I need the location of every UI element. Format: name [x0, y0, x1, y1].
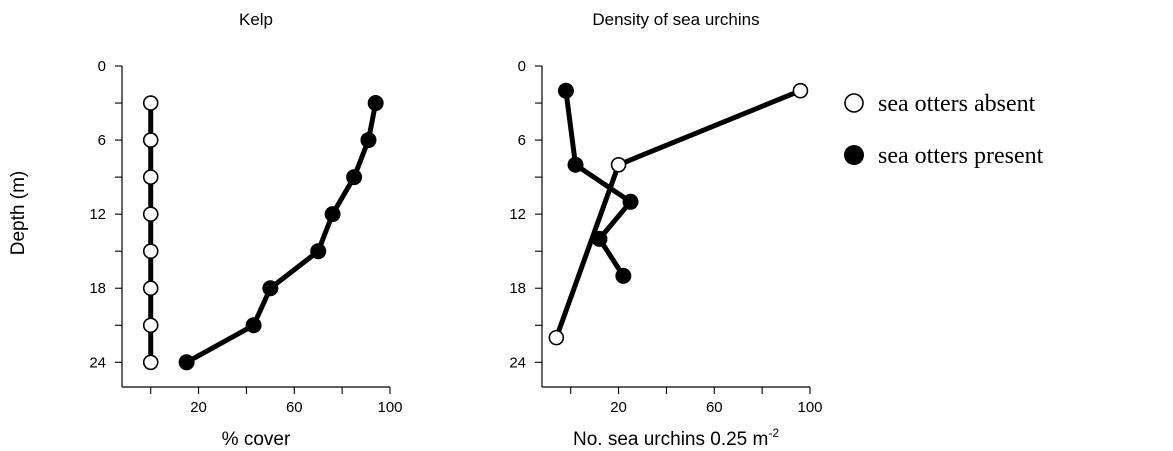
data-point-absent [142, 95, 159, 111]
kelp-panel: Kelp 0 6 12 18 24 20 60 100 % cover [89, 10, 402, 450]
y-tick-label: 6 [518, 132, 526, 149]
series-line-absent [553, 88, 803, 341]
y-tick-label: 18 [89, 280, 106, 297]
data-point-absent [792, 82, 809, 99]
sea-urchin-density-panel: Density of sea urchins 0 6 12 18 24 20 60 100 No.… [509, 10, 822, 450]
data-point-present [622, 193, 639, 210]
y-tick-label: 24 [89, 354, 106, 371]
legend-filled-circle-marker [844, 145, 864, 165]
y-tick-label: 12 [509, 206, 526, 223]
y-tick-label: 12 [89, 206, 106, 223]
data-point-absent [142, 169, 159, 185]
y-tick-label: 6 [98, 132, 106, 149]
panel-title: Kelp [239, 10, 273, 29]
data-point-present [367, 95, 384, 112]
series-line-present [563, 88, 634, 279]
y-tick-label: 0 [518, 58, 526, 75]
data-point-absent [142, 280, 159, 297]
x-tick-label: 60 [286, 399, 303, 416]
y-tick-label: 24 [509, 354, 526, 371]
x-axis-title-superscript: -2 [768, 426, 779, 440]
data-point-present [324, 206, 341, 223]
legend: sea otters absent sea otters present [844, 91, 1044, 169]
data-point-present [245, 317, 262, 334]
x-tick-label: 20 [190, 399, 207, 416]
panel-title: Density of sea urchins [592, 10, 759, 29]
series-line-present [184, 100, 379, 365]
x-tick-label: 100 [377, 399, 402, 416]
data-point-absent [610, 156, 627, 173]
x-tick-label: 20 [610, 399, 627, 416]
data-point-present [567, 156, 584, 173]
x-axis-title: % cover [222, 429, 291, 450]
data-point-absent [142, 243, 159, 259]
data-point-present [360, 132, 377, 149]
data-point-absent [142, 317, 159, 334]
data-point-present [591, 230, 608, 247]
legend-label-present: sea otters present [878, 143, 1044, 169]
x-axis-title: No. sea urchins 0.25 m-2 [573, 426, 779, 450]
data-point-present [615, 267, 632, 284]
data-point-present [346, 169, 363, 186]
data-point-present [262, 280, 279, 297]
data-point-absent [142, 132, 159, 148]
data-point-present [310, 243, 327, 260]
data-point-present [178, 354, 195, 371]
legend-label-absent: sea otters absent [878, 91, 1036, 117]
data-point-present [557, 82, 574, 99]
y-tick-label: 0 [98, 58, 106, 75]
x-tick-label: 60 [706, 399, 723, 416]
y-tick-label: 18 [509, 280, 526, 297]
legend-open-circle-marker [844, 93, 864, 113]
x-tick-label: 100 [797, 399, 822, 416]
data-point-absent [142, 354, 159, 371]
data-point-absent [142, 206, 159, 222]
data-point-absent [548, 329, 565, 346]
y-axis-title: Depth (m) [8, 171, 29, 255]
